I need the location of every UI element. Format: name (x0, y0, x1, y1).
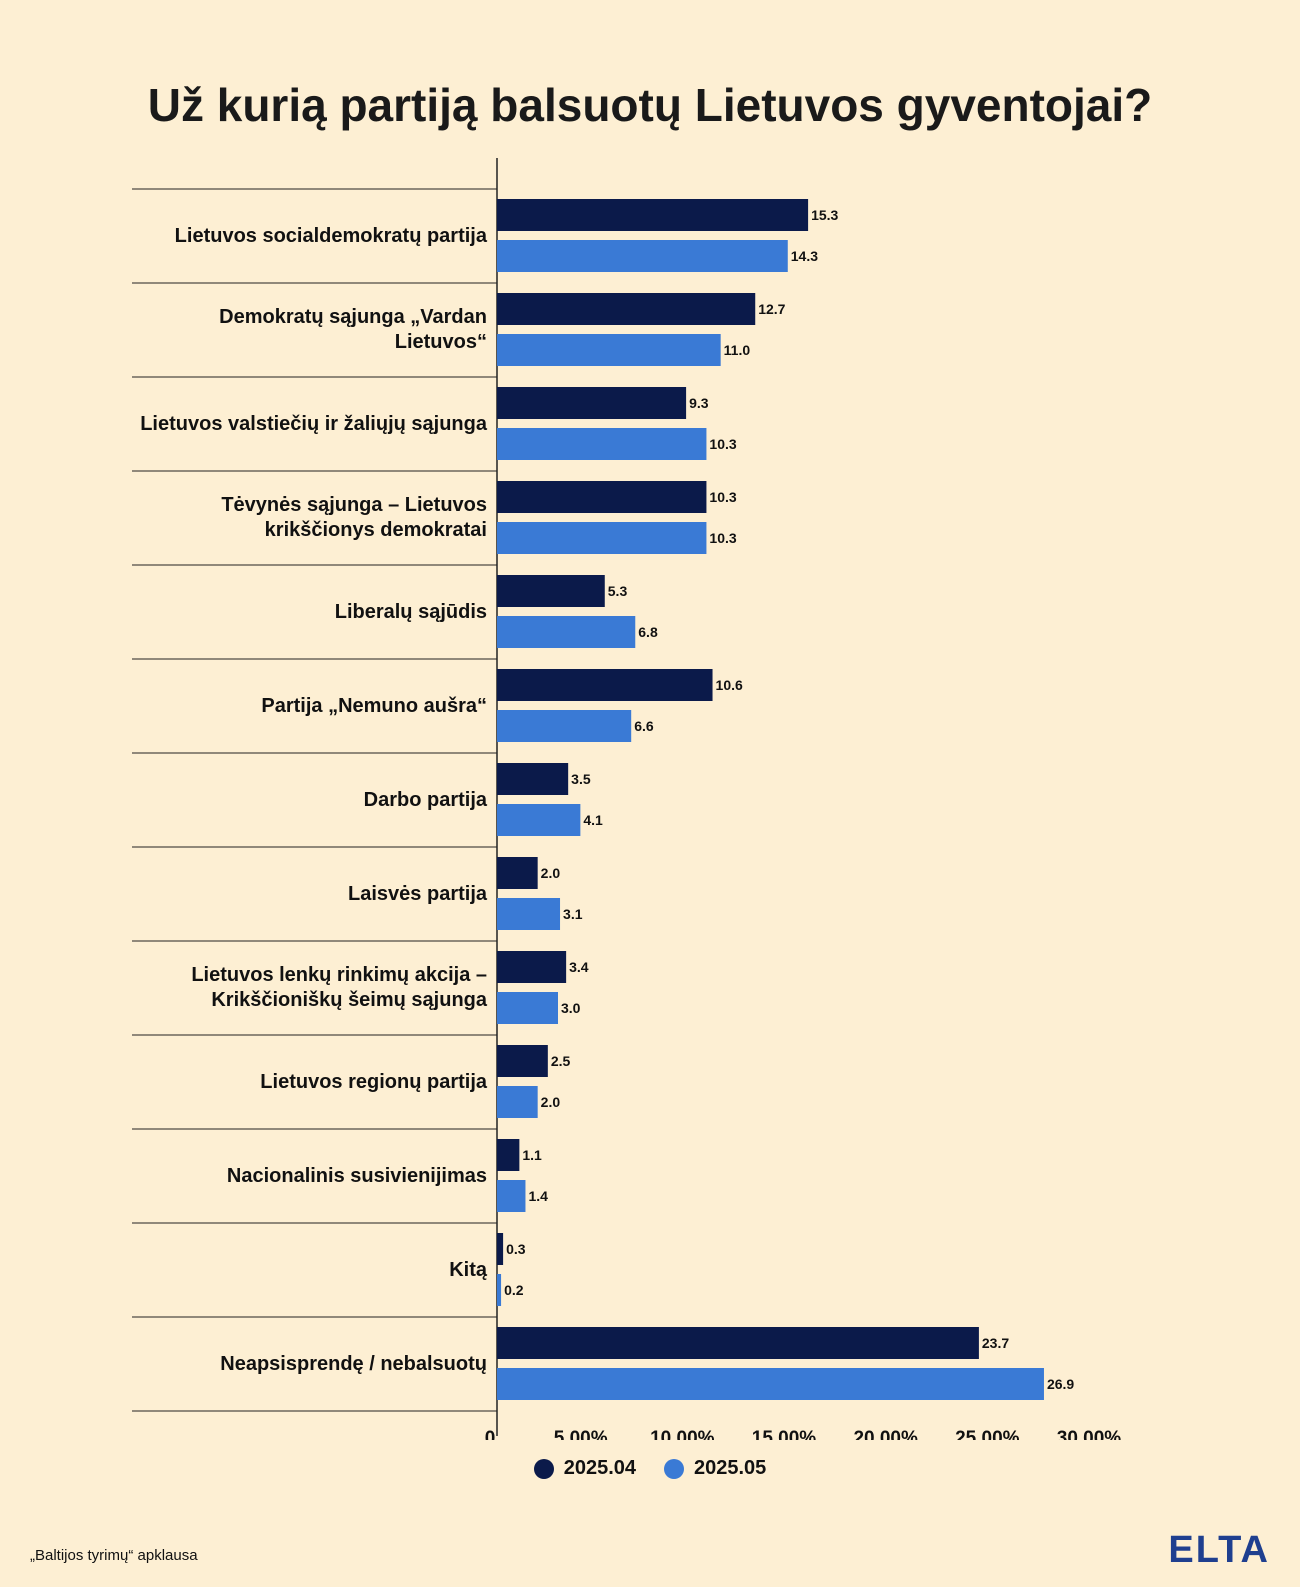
category-label: Lietuvos socialdemokratų partija (174, 224, 487, 247)
bar-1-2 (497, 293, 756, 325)
bar-2-5 (497, 616, 636, 648)
value-label: 26.9 (1047, 1376, 1074, 1392)
bar-1-13 (497, 1327, 979, 1359)
bar-1-1 (497, 199, 809, 231)
value-label: 0.2 (504, 1282, 524, 1298)
x-tick-label: 30.00% (1057, 1428, 1122, 1440)
value-label: 10.3 (709, 530, 736, 546)
bar-1-4 (497, 481, 707, 513)
category-label: Neapsisprendę / nebalsuotų (220, 1352, 487, 1375)
value-label: 9.3 (689, 395, 709, 411)
bar-2-12 (497, 1274, 502, 1306)
bar-2-4 (497, 522, 707, 554)
value-label: 3.4 (569, 959, 589, 975)
bar-2-13 (497, 1368, 1044, 1400)
category-label: Darbo partija (363, 788, 487, 811)
x-tick-label: 20.00% (853, 1428, 918, 1440)
bar-2-3 (497, 428, 707, 460)
elta-logo: ELTA (1168, 1529, 1270, 1571)
value-label: 23.7 (982, 1335, 1009, 1351)
legend-item-series-1: 2025.04 (533, 1457, 636, 1480)
category-label: Lietuvos regionų partija (260, 1070, 487, 1093)
bar-1-12 (497, 1233, 504, 1265)
category-label: Laisvės partija (348, 882, 487, 905)
legend-item-series-2: 2025.05 (664, 1457, 766, 1480)
legend-label-series-2: 2025.05 (694, 1457, 767, 1479)
value-label: 11.0 (724, 342, 751, 358)
category-label: Partija „Nemuno aušra“ (261, 694, 487, 717)
x-tick-label: 10.00% (650, 1428, 715, 1440)
value-label: 2.5 (551, 1053, 571, 1069)
value-label: 1.1 (522, 1147, 542, 1163)
value-label: 6.8 (638, 624, 658, 640)
x-tick-label: 25.00% (955, 1428, 1020, 1440)
bar-1-7 (497, 763, 569, 795)
value-label: 1.4 (528, 1188, 548, 1204)
bar-1-3 (497, 387, 687, 419)
value-label: 2.0 (541, 865, 561, 881)
value-label: 0.3 (506, 1241, 526, 1257)
value-label: 10.3 (709, 436, 736, 452)
bar-2-11 (497, 1180, 526, 1212)
value-label: 10.3 (709, 489, 736, 505)
bar-2-10 (497, 1086, 538, 1118)
bar-1-5 (497, 575, 605, 607)
bar-2-2 (497, 334, 721, 366)
value-label: 3.5 (571, 771, 591, 787)
bar-2-6 (497, 710, 632, 742)
bar-2-7 (497, 804, 581, 836)
value-label: 6.6 (634, 718, 654, 734)
bar-1-9 (497, 951, 567, 983)
value-label: 5.3 (608, 583, 628, 599)
category-label: Kitą (449, 1258, 487, 1281)
value-label: 14.3 (791, 248, 818, 264)
value-label: 2.0 (541, 1094, 561, 1110)
source-note: „Baltijos tyrimų“ apklausa (30, 1547, 198, 1564)
bar-1-8 (497, 857, 538, 889)
bar-1-11 (497, 1139, 520, 1171)
value-label: 15.3 (811, 207, 838, 223)
legend-label-series-1: 2025.04 (563, 1457, 636, 1479)
bar-2-9 (497, 992, 558, 1024)
bar-1-6 (497, 669, 713, 701)
category-label: Lietuvos valstiečių ir žaliųjų sąjunga (140, 412, 487, 435)
bar-2-8 (497, 898, 561, 930)
chart-title: Už kurią partiją balsuotų Lietuvos gyven… (147, 79, 1153, 131)
x-tick-label: 15.00% (752, 1428, 817, 1440)
legend: 2025.04 2025.05 (0, 1457, 1300, 1480)
value-label: 3.0 (561, 1000, 581, 1016)
category-label: Lietuvos lenkų rinkimų akcija – Krikščio… (191, 964, 487, 1011)
legend-swatch-series-2 (664, 1458, 684, 1479)
category-label: Tėvynės sąjunga – Lietuvos krikščionys d… (221, 494, 487, 541)
value-label: 12.7 (758, 301, 785, 317)
x-tick-label: 0 (485, 1428, 496, 1440)
category-label: Liberalų sąjūdis (334, 600, 487, 623)
value-label: 4.1 (583, 812, 603, 828)
value-label: 3.1 (563, 906, 583, 922)
bar-2-1 (497, 240, 788, 272)
category-label: Nacionalinis susivienijimas (226, 1164, 487, 1187)
x-tick-label: 5.00% (554, 1428, 608, 1440)
bar-chart: 15.3 14.3 12.7 11.0 9.3 10.3 10.3 10.3 5.3 6.8 10.… (132, 158, 1122, 1440)
value-label: 10.6 (716, 677, 743, 693)
category-label: Demokratų sąjunga „Vardan Lietuvos“ (219, 306, 487, 353)
bar-1-10 (497, 1045, 548, 1077)
legend-swatch-series-1 (533, 1458, 554, 1479)
